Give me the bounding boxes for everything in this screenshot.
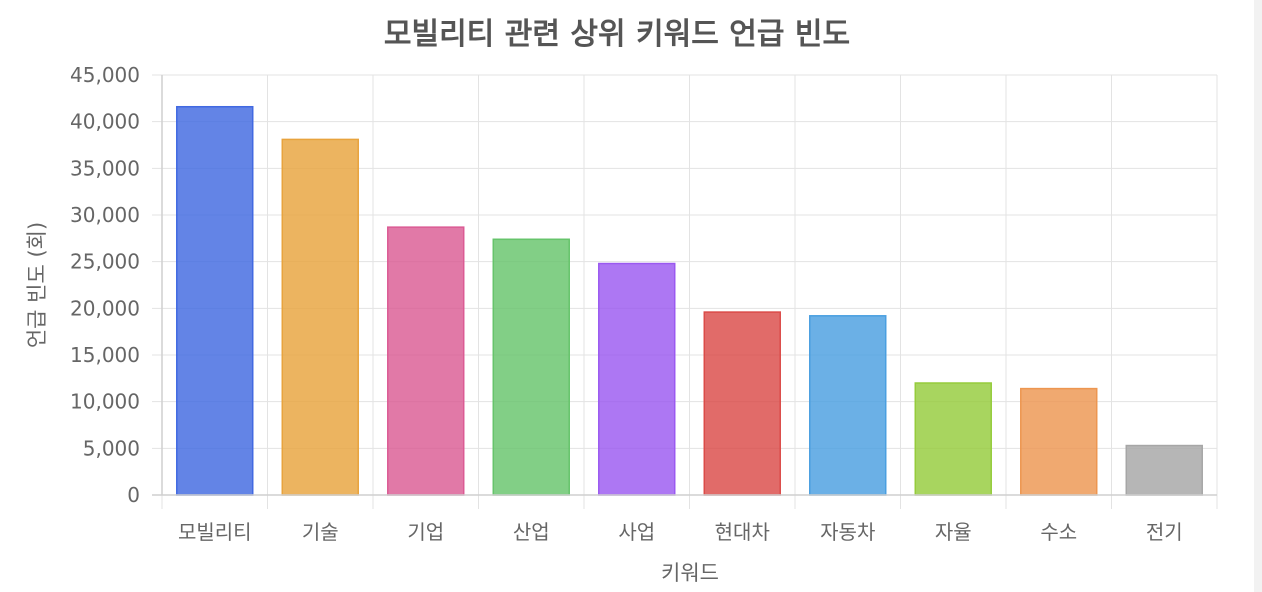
bar-10 (1125, 444, 1203, 496)
y-tick-label: 15,000 (70, 343, 140, 367)
x-tick-label: 사업 (618, 520, 655, 544)
y-tick-label: 40,000 (70, 110, 140, 134)
y-tick-label: 30,000 (70, 203, 140, 227)
bar-1 (176, 105, 254, 496)
y-tick-label: 0 (127, 483, 140, 507)
x-tick-label: 자동차 (820, 520, 875, 544)
y-axis-ticks: 0 5,000 10,000 15,000 20,000 25,000 30,000 35,0… (70, 63, 140, 507)
bar-5 (598, 262, 676, 496)
x-tick-label: 현대차 (715, 520, 770, 544)
chart-title: 모빌리티 관련 상위 키워드 언급 빈도 (384, 17, 850, 52)
y-tick-label: 20,000 (70, 296, 140, 320)
bar-4 (492, 238, 570, 496)
y-tick-label: 35,000 (70, 156, 140, 180)
y-axis-title: 언급 빈도 (회) (25, 222, 49, 348)
bars (176, 105, 1203, 496)
y-tick-label: 10,000 (70, 390, 140, 414)
bar-6 (703, 311, 781, 496)
y-tick-label: 25,000 (70, 250, 140, 274)
bar-7 (809, 315, 887, 496)
y-tick-label: 45,000 (70, 63, 140, 87)
x-tick-label: 산업 (513, 520, 550, 544)
y-tick-label: 5,000 (83, 436, 140, 460)
bar-3 (387, 226, 465, 496)
x-axis-title: 키워드 (661, 561, 719, 585)
bar-9 (1020, 387, 1098, 496)
bar-2 (281, 138, 359, 496)
window-edge (1254, 0, 1262, 592)
axes (152, 75, 1217, 496)
x-tick-label: 모빌리티 (178, 520, 252, 544)
x-tick-label: 자율 (935, 520, 972, 544)
x-tick-label: 전기 (1146, 520, 1183, 544)
x-tick-label: 기업 (407, 520, 444, 544)
bar-8 (914, 382, 992, 496)
x-tick-label: 기술 (302, 520, 339, 544)
x-axis-ticks: 모빌리티 기술 기업 산업 사업 현대차 자동차 자율 수소 전기 (178, 520, 1183, 544)
x-tick-label: 수소 (1040, 520, 1077, 544)
